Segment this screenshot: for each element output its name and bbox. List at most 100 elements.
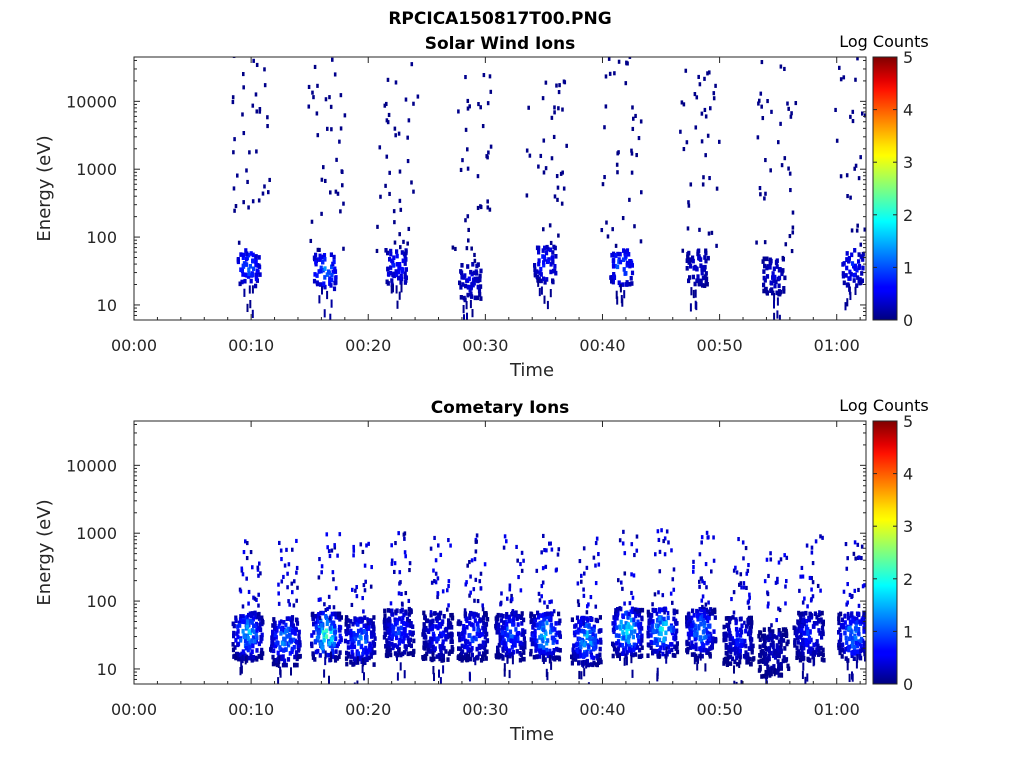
cell xyxy=(852,273,856,278)
cell xyxy=(505,615,509,620)
cell xyxy=(844,635,848,641)
cell xyxy=(788,171,792,176)
cell xyxy=(408,630,412,635)
cell xyxy=(859,643,863,649)
cell xyxy=(404,257,408,262)
cell xyxy=(387,617,391,623)
cell xyxy=(739,656,742,665)
cell xyxy=(861,616,864,621)
cell xyxy=(777,140,780,145)
cell xyxy=(625,629,629,634)
cell xyxy=(336,553,339,558)
cell xyxy=(466,106,470,111)
cell xyxy=(258,109,262,114)
cell xyxy=(731,615,735,620)
burst-11 xyxy=(646,528,680,682)
x-tick-label: 00:30 xyxy=(462,336,508,355)
cell xyxy=(757,633,761,639)
cell xyxy=(763,278,767,283)
cell xyxy=(847,259,851,264)
cell xyxy=(763,661,767,666)
cell xyxy=(314,621,318,626)
cell xyxy=(594,541,598,546)
cell xyxy=(373,636,377,641)
cell xyxy=(297,633,301,639)
cell xyxy=(330,299,333,308)
cell xyxy=(295,538,298,544)
cell xyxy=(860,556,863,561)
cell xyxy=(614,243,618,248)
cell xyxy=(819,651,823,656)
cell xyxy=(704,271,708,276)
cell xyxy=(617,633,621,639)
cell xyxy=(863,620,866,626)
cell xyxy=(390,558,394,563)
burst-14 xyxy=(757,551,791,684)
cell xyxy=(232,633,236,639)
cell xyxy=(341,183,344,188)
cell xyxy=(758,637,762,643)
cell xyxy=(779,666,783,671)
cell xyxy=(251,285,254,294)
cell xyxy=(465,301,468,310)
cell xyxy=(849,114,852,119)
cell xyxy=(715,186,719,191)
cell xyxy=(855,283,859,288)
cell xyxy=(395,285,398,294)
cell xyxy=(237,240,241,245)
cell xyxy=(658,637,662,643)
cell xyxy=(472,270,476,276)
cell xyxy=(714,83,717,88)
cell xyxy=(845,173,849,178)
cell xyxy=(260,647,264,653)
cell xyxy=(431,644,435,650)
burst-4 xyxy=(525,79,568,310)
cell xyxy=(409,651,413,656)
cell xyxy=(271,654,275,660)
cell xyxy=(556,552,560,557)
cell xyxy=(773,668,776,677)
cell xyxy=(799,574,802,579)
cell xyxy=(241,272,245,277)
cell xyxy=(628,601,632,606)
cell xyxy=(649,628,653,633)
cell xyxy=(470,294,474,299)
cell xyxy=(768,257,772,263)
cell xyxy=(399,207,403,212)
cell xyxy=(444,649,448,654)
burst-5 xyxy=(600,57,643,307)
burst-16 xyxy=(837,540,866,683)
cell xyxy=(489,89,493,94)
cell xyxy=(577,602,581,608)
cell xyxy=(356,680,359,684)
cell xyxy=(403,621,407,627)
cell xyxy=(286,641,290,646)
cell xyxy=(699,616,703,622)
cell xyxy=(675,641,679,646)
cell xyxy=(397,131,401,136)
cell xyxy=(764,158,767,163)
cell xyxy=(469,590,472,595)
cell xyxy=(468,613,472,619)
cell xyxy=(557,106,560,111)
cell xyxy=(549,240,553,246)
cell xyxy=(658,650,661,659)
cell xyxy=(234,204,238,209)
cell xyxy=(393,621,397,627)
cell xyxy=(769,551,772,556)
cell xyxy=(630,590,633,596)
cell xyxy=(356,622,360,627)
cell xyxy=(412,189,415,194)
cell xyxy=(783,66,786,72)
cell xyxy=(839,611,843,617)
cell xyxy=(520,568,524,573)
cell xyxy=(253,596,257,601)
cell xyxy=(633,224,636,229)
cell xyxy=(760,674,764,679)
cell xyxy=(585,633,589,639)
cell xyxy=(411,652,415,658)
cell xyxy=(615,615,619,621)
cell xyxy=(541,248,545,253)
cell xyxy=(817,613,820,618)
